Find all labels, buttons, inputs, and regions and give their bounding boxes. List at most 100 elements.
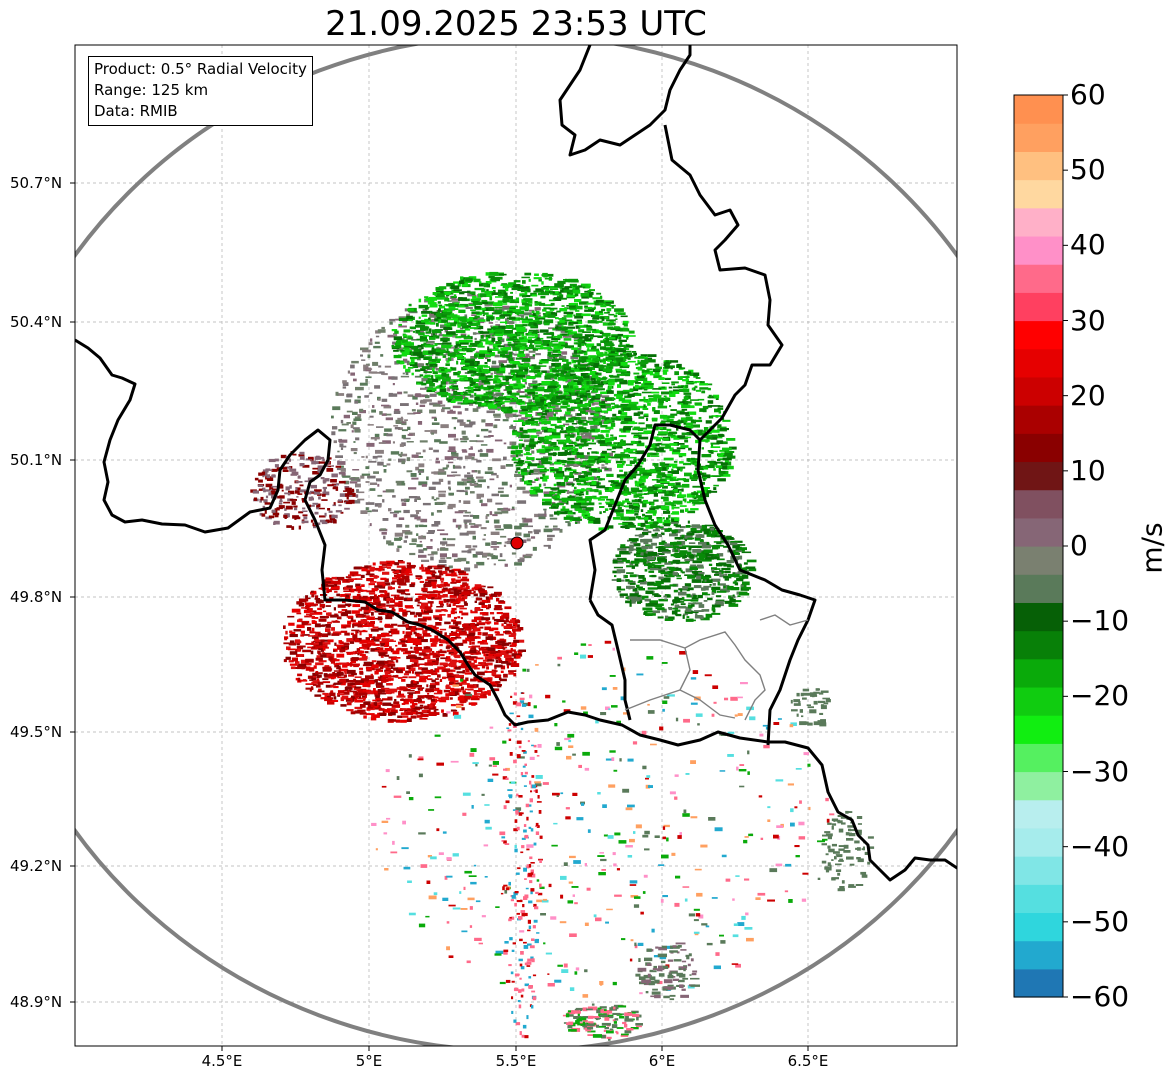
echo-pixel [393,336,402,341]
echo-pixel [619,469,623,472]
echo-pixel [637,489,643,493]
echo-pixel [432,366,436,369]
echo-pixel [528,332,532,336]
echo-pixel [487,553,494,557]
echo-pixel [611,484,618,489]
echo-pixel [437,314,447,318]
echo-pixel [365,507,369,511]
echo-pixel [548,307,558,310]
echo-pixel [497,339,501,342]
echo-pixel [701,609,710,612]
echo-pixel [536,450,544,453]
echo-pixel [577,344,582,348]
echo-pixel [411,339,420,341]
echo-pixel [624,417,633,422]
echo-pixel [707,597,713,601]
echo-pixel [642,529,649,532]
echo-pixel [685,525,691,528]
echo-pixel [673,589,678,593]
echo-pixel [694,571,697,575]
echo-pixel [660,603,664,606]
echo-pixel [642,577,646,582]
echo-pixel [659,549,666,551]
echo-pixel [481,402,489,406]
echo-pixel [516,285,521,289]
echo-pixel [551,367,556,371]
echo-pixel [574,365,578,369]
echo-pixel [592,380,596,385]
echo-pixel [427,378,434,381]
echo-pixel [696,530,703,533]
echo-pixel [618,523,629,525]
echo-pixel [471,317,478,320]
echo-pixel [396,565,406,568]
echo-pixel [624,575,628,578]
echo-pixel [620,371,628,375]
echo-pixel [365,378,368,383]
echo-pixel [630,440,636,445]
echo-pixel [564,468,567,472]
echo-pixel [531,284,539,287]
echo-pixel [407,360,410,364]
echo-pixel [457,348,466,352]
echo-pixel [653,499,659,502]
echo-pixel [734,582,739,586]
echo-pixel [418,549,424,554]
echo-pixel [416,518,423,521]
echo-pixel [504,563,508,567]
echo-pixel [742,581,750,586]
echo-pixel [596,476,601,479]
echo-pixel [538,448,548,451]
echo-pixel [505,386,514,390]
echo-pixel [729,446,737,450]
echo-pixel [406,362,411,366]
echo-pixel [367,424,374,426]
echo-pixel [624,354,633,358]
echo-pixel [535,402,543,405]
echo-pixel [485,357,488,360]
echo-pixel [643,414,649,418]
echo-pixel [617,507,622,511]
echo-pixel [597,415,603,418]
echo-pixel [529,430,537,433]
echo-pixel [586,381,590,385]
echo-pixel [503,409,513,414]
echo-pixel [598,502,602,505]
echo-pixel [629,593,639,597]
echo-pixel [678,453,687,457]
echo-pixel [652,407,656,411]
echo-pixel [587,460,596,463]
echo-pixel [590,413,596,416]
echo-pixel [556,417,562,420]
echo-pixel [417,421,423,425]
echo-pixel [597,469,602,473]
echo-pixel [581,483,585,486]
echo-pixel [491,541,497,546]
echo-pixel [397,545,402,549]
echo-pixel [511,508,515,511]
echo-pixel [706,436,713,440]
echo-pixel [517,471,521,474]
echo-pixel [484,290,495,295]
echo-pixel [534,273,539,276]
echo-pixel [479,331,490,334]
echo-pixel [381,404,390,407]
echo-pixel [666,490,669,494]
echo-pixel [688,547,692,551]
echo-pixel [531,364,537,367]
echo-pixel [639,476,648,479]
echo-pixel [695,534,705,538]
echo-pixel [352,421,357,425]
echo-pixel [415,324,425,328]
echo-pixel [701,544,712,549]
echo-pixel [517,317,524,320]
echo-pixel [699,472,704,476]
echo-pixel [435,335,440,339]
echo-pixel [664,562,672,565]
echo-pixel [630,406,640,411]
echo-pixel [407,426,411,430]
echo-pixel [687,537,695,540]
echo-pixel [622,407,631,411]
echo-pixel [575,437,580,442]
echo-pixel [582,461,589,465]
